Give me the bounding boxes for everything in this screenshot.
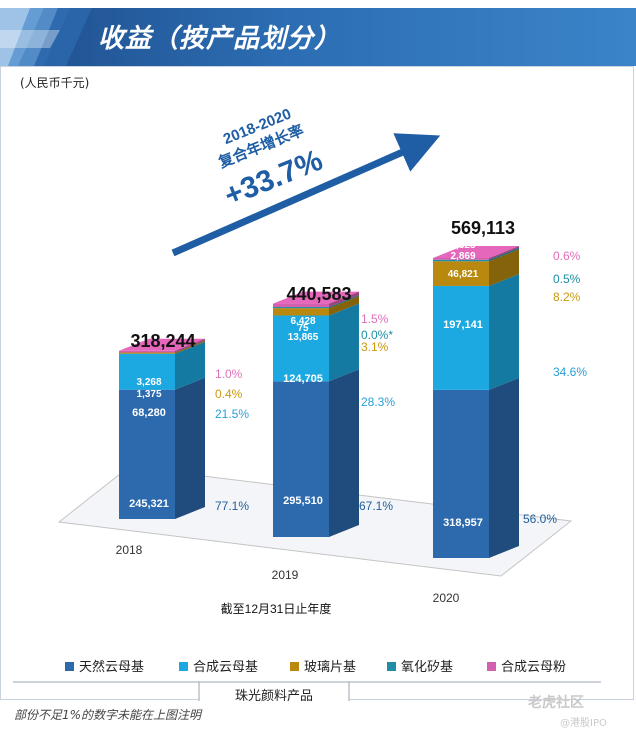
data-label: 46,821: [448, 269, 479, 280]
bar-segment: [273, 306, 329, 309]
bar-segment-side: [329, 369, 359, 537]
legend-swatch: [487, 662, 496, 671]
legend-swatch: [179, 662, 188, 671]
x-tick-label: 2018: [116, 543, 143, 557]
x-tick-label: 2019: [272, 568, 299, 582]
bar-segment: [119, 352, 175, 354]
percent-label: 0.0%*: [361, 328, 393, 342]
page-title: 收益（按产品划分）: [98, 24, 342, 54]
data-label: 197,141: [443, 319, 483, 331]
bar-top: [433, 246, 519, 258]
data-label: 124,705: [283, 373, 323, 385]
bar-segment-side: [489, 377, 519, 558]
total-label: 440,583: [286, 284, 351, 304]
bar-segment-side: [489, 246, 519, 260]
legend-label: 氧化矽基: [401, 659, 453, 674]
data-label: 3,268: [136, 377, 161, 388]
legend-swatch: [65, 662, 74, 671]
percent-label: 1.0%: [215, 367, 243, 381]
bar-segment: [273, 381, 329, 537]
data-label: 6,428: [290, 316, 315, 327]
legend-title-box: [198, 681, 350, 701]
bar-segment: [273, 303, 329, 307]
percent-label: 77.1%: [215, 499, 249, 513]
bar-segment-side: [175, 338, 205, 353]
header-banner: 收益（按产品划分）: [0, 8, 636, 66]
data-label: 295,510: [283, 495, 323, 507]
x-axis-label: 截至12月31日止年度: [221, 601, 332, 616]
bar-segment-side: [329, 291, 359, 307]
bar-segment-side: [329, 303, 359, 382]
percent-label: 56.0%: [523, 512, 557, 526]
watermark: 老虎社区: [528, 695, 584, 711]
watermark-sub: @港股IPO: [560, 718, 607, 729]
percent-label: 0.5%: [553, 272, 581, 286]
legend-swatch: [387, 662, 396, 671]
percent-label: 67.1%: [359, 499, 393, 513]
data-label: 1,375: [136, 389, 161, 400]
bar-segment: [433, 258, 489, 260]
legend-title: 珠光颜料产品: [235, 688, 313, 701]
data-label: 13,865: [288, 332, 319, 343]
bar-segment: [433, 261, 489, 286]
bar-segment: [273, 315, 329, 382]
percent-label: 1.5%: [361, 312, 389, 326]
chart-frame: 245,321 68,280 1,375 3,268 295,510 124,705 13,…: [0, 66, 634, 701]
legend-label: 合成云母基: [193, 659, 258, 674]
data-label: 245,321: [129, 498, 169, 510]
data-label: 3,325: [450, 240, 475, 251]
data-label: 2,869: [450, 251, 475, 262]
logo-icon: [0, 8, 92, 66]
x-tick-label: 2020: [433, 591, 460, 605]
data-label: 318,957: [443, 517, 483, 529]
growth-arrow: [171, 133, 441, 257]
percent-label: 28.3%: [361, 395, 395, 409]
footnote: 部份不足1%的数字未能在上图注明: [14, 708, 202, 722]
bar-segment-side: [489, 249, 519, 286]
bar-segment-side: [489, 273, 519, 390]
percent-label: 3.1%: [361, 340, 389, 354]
total-label: 318,244: [130, 331, 195, 351]
bar-segment-side: [175, 377, 205, 519]
bar-top: [273, 291, 359, 304]
bar-segment-side: [329, 294, 359, 309]
bar-segment: [433, 259, 489, 262]
percent-label: 8.2%: [553, 290, 581, 304]
bar-segment: [433, 285, 489, 390]
legend-label: 玻璃片基: [304, 659, 356, 674]
data-label: 75: [297, 323, 309, 334]
legend-swatch: [290, 662, 299, 671]
total-label: 569,113: [451, 218, 515, 238]
bar-segment: [119, 350, 175, 353]
legend-label: 天然云母基: [79, 659, 144, 674]
bar-top: [119, 338, 205, 351]
bar-segment-side: [175, 340, 205, 354]
bar-segment-side: [329, 296, 359, 316]
percent-label: 0.4%: [215, 387, 243, 401]
bar-segment: [119, 353, 175, 390]
percent-label: 0.6%: [553, 249, 581, 263]
bar-segment-side: [175, 341, 205, 390]
legend-label: 合成云母粉: [501, 659, 566, 674]
bar-segment: [119, 389, 175, 519]
bar-segment: [433, 389, 489, 558]
percent-label: 21.5%: [215, 407, 249, 421]
bar-segment: [273, 308, 329, 316]
bar-segment-side: [489, 247, 519, 262]
units-label: (人民币千元): [20, 76, 90, 90]
data-label: 68,280: [132, 407, 166, 419]
percent-label: 34.6%: [553, 365, 587, 379]
